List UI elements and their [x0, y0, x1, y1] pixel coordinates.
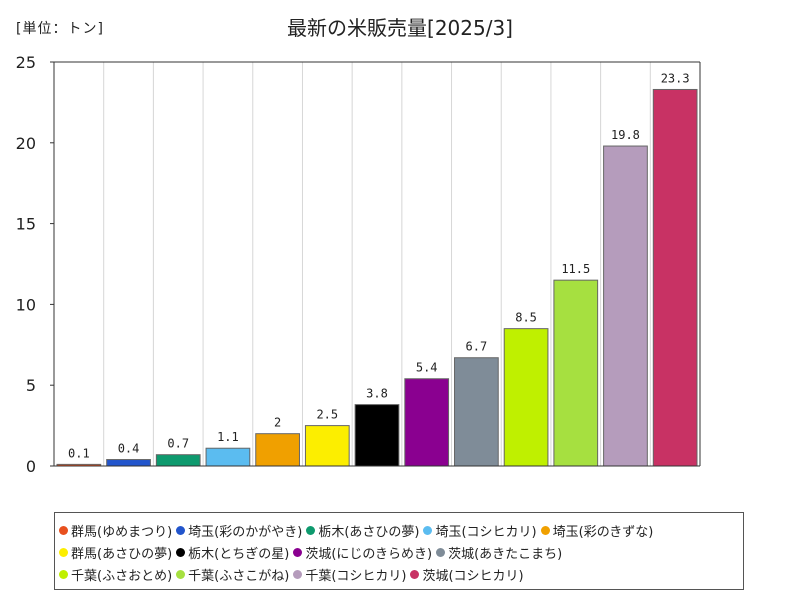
data-label: 0.4: [118, 442, 140, 456]
data-label: 23.3: [661, 71, 690, 85]
legend-item: 茨城(あきたこまち): [436, 543, 562, 562]
bar: [503, 328, 549, 467]
legend-label: 群馬(あさひの夢): [71, 546, 173, 562]
legend-label: 栃木(とちぎの星): [188, 546, 290, 562]
legend-marker: [423, 525, 433, 535]
legend: 群馬(ゆめまつり) 埼玉(彩のかがやき) 栃木(あさひの夢) 埼玉(コシヒカリ) 埼玉(…: [54, 512, 744, 590]
data-label: 2.5: [316, 408, 338, 422]
y-tick-label: 20: [16, 134, 36, 153]
bar: [454, 357, 499, 467]
data-label: 2: [274, 416, 281, 430]
grid-layer: [54, 62, 700, 466]
legend-marker: [59, 569, 68, 579]
legend-label: 千葉(ふさおとめ): [71, 568, 173, 584]
data-label: 11.5: [561, 262, 590, 276]
legend-item: 群馬(ゆめまつり): [59, 521, 172, 540]
legend-row: 群馬(あさひの夢) 栃木(とちぎの星) 茨城(にじのきらめき) 茨城(あきたこまち): [59, 541, 739, 563]
legend-item: 栃木(あさひの夢): [306, 521, 419, 540]
y-tick-label: 25: [16, 53, 36, 72]
bar: [603, 145, 648, 467]
legend-marker: [59, 525, 68, 535]
legend-item: 千葉(ふさおとめ): [59, 565, 172, 584]
legend-item: 千葉(コシヒカリ): [293, 565, 406, 584]
unit-label: [単位：トン]: [16, 21, 104, 37]
legend-label: 栃木(あさひの夢): [318, 524, 420, 540]
legend-item: 茨城(にじのきらめき): [293, 543, 432, 562]
data-label: 6.7: [466, 340, 488, 354]
bar: [255, 433, 300, 467]
legend-item: 埼玉(彩のきずな): [540, 521, 654, 540]
bar: [354, 404, 400, 467]
data-label: 19.8: [611, 128, 640, 142]
legend-marker: [293, 569, 303, 579]
axis-layer: 0 5 10 15 20 25: [16, 53, 701, 476]
legend-item: 茨城(コシヒカリ): [410, 565, 524, 584]
y-tick-label: 15: [16, 215, 36, 234]
legend-label: 茨城(にじのきらめき): [305, 546, 433, 562]
legend-label: 千葉(コシヒカリ): [305, 568, 407, 584]
y-tick-label: 10: [16, 295, 36, 314]
legend-marker: [176, 569, 186, 579]
legend-label: 埼玉(コシヒカリ): [435, 524, 537, 540]
legend-row: 千葉(ふさおとめ) 千葉(ふさこがね) 千葉(コシヒカリ) 茨城(コシヒカリ): [59, 563, 739, 585]
bar: [652, 88, 698, 467]
legend-marker: [176, 547, 186, 557]
legend-item: 千葉(ふさこがね): [176, 565, 289, 584]
data-label: 8.5: [515, 311, 537, 325]
legend-marker: [540, 525, 550, 535]
legend-marker: [436, 547, 446, 557]
bar: [155, 454, 201, 467]
legend-label: 千葉(ふさこがね): [188, 568, 290, 584]
bar: [106, 459, 151, 467]
legend-item: 埼玉(コシヒカリ): [423, 521, 537, 540]
legend-row: 群馬(ゆめまつり) 埼玉(彩のかがやき) 栃木(あさひの夢) 埼玉(コシヒカリ) 埼玉(…: [59, 519, 739, 541]
value-label-layer: 0.1 0.4 0.7 1.1 2 2.5 3.8 5.4 6.7 8.5 11.5 19.8 23.3: [68, 71, 690, 460]
legend-marker: [59, 547, 68, 557]
legend-label: 埼玉(彩のかがやき): [188, 524, 303, 540]
legend-item: 埼玉(彩のかがやき): [176, 521, 302, 540]
bar: [553, 279, 599, 467]
legend-item: 群馬(あさひの夢): [59, 543, 172, 562]
data-label: 0.7: [167, 437, 189, 451]
y-tick-label: 0: [26, 457, 36, 476]
y-tick-label: 5: [26, 376, 36, 395]
legend-label: 埼玉(彩のきずな): [552, 524, 654, 540]
legend-label: 茨城(あきたこまち): [448, 546, 563, 562]
legend-marker: [306, 525, 316, 535]
legend-marker: [293, 547, 303, 557]
legend-marker: [410, 569, 420, 579]
bar: [404, 378, 450, 467]
legend-label: 茨城(コシヒカリ): [422, 568, 524, 584]
bar: [304, 425, 350, 467]
data-label: 1.1: [217, 430, 239, 444]
bar-layer: [56, 88, 698, 467]
data-label: 5.4: [416, 361, 438, 375]
bar: [205, 447, 251, 467]
chart-title: 最新の米販売量[2025/3]: [287, 16, 513, 40]
legend-marker: [176, 525, 186, 535]
data-label: 3.8: [366, 387, 388, 401]
data-label: 0.1: [68, 446, 90, 460]
legend-label: 群馬(ゆめまつり): [71, 524, 173, 540]
legend-item: 栃木(とちぎの星): [176, 543, 289, 562]
bar-chart: 0.1 0.4 0.7 1.1 2 2.5 3.8 5.4 6.7 8.5 11.5 19.8 23.3…: [16, 53, 701, 476]
